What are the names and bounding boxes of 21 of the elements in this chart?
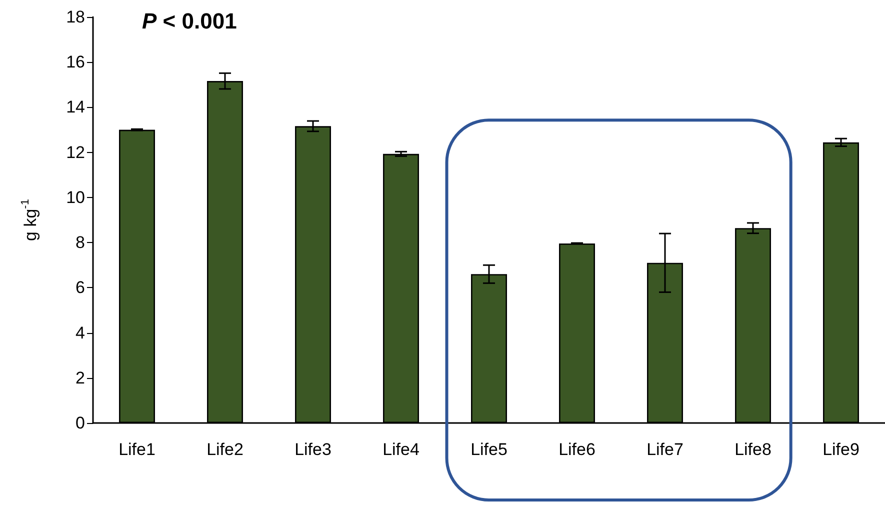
y-tick-label: 12: [66, 142, 85, 162]
x-tick-label: Life9: [822, 440, 860, 459]
y-axis-title: g kg-1: [20, 199, 40, 241]
y-tick-label: 2: [76, 368, 85, 388]
x-tick-label: Life7: [646, 440, 684, 459]
y-tick-label: 4: [76, 323, 85, 342]
y-tick-label: 14: [66, 98, 85, 117]
y-tick-label: 6: [76, 278, 85, 298]
x-tick-label: Life4: [382, 440, 420, 459]
x-tick-label: Life3: [294, 440, 332, 459]
x-tick-label: Life1: [118, 440, 156, 459]
y-tick-label: 0: [76, 414, 85, 432]
y-tick-label: 18: [66, 8, 85, 26]
x-tick-label: Life5: [470, 440, 508, 459]
chart-title: P < 0.001: [142, 8, 237, 34]
x-tick-label: Life2: [206, 440, 244, 459]
x-tick-label: Life8: [734, 440, 772, 459]
x-tick-label: Life6: [558, 440, 596, 459]
y-tick-label: 8: [76, 233, 85, 252]
y-tick-label: 16: [66, 52, 85, 72]
y-tick-label: 10: [66, 188, 85, 207]
